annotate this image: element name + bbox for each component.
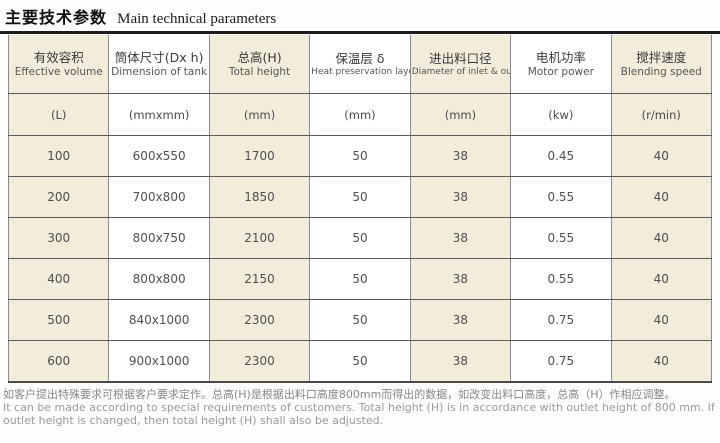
column-header: 电机功率 Motor power bbox=[510, 35, 612, 94]
table-cell: 0.75 bbox=[510, 340, 612, 383]
table-cell: 200 bbox=[8, 176, 110, 218]
table-cell: 38 bbox=[410, 135, 512, 177]
table-cell: 40 bbox=[611, 217, 713, 259]
table-cell: 40 bbox=[611, 135, 713, 177]
footnote: 如客户提出特殊要求可根据客户要求定作。总高(H)是根据出料口高度800mm而得出… bbox=[3, 388, 717, 427]
column-unit: (mm) bbox=[309, 93, 411, 136]
parameters-table: 有效容积 Effective volume 筒体尺寸(Dx h) Dimension … bbox=[8, 35, 713, 383]
table-cell: 40 bbox=[611, 176, 713, 218]
table-cell: 400 bbox=[8, 258, 110, 300]
footnote-en: It can be made according to special requ… bbox=[3, 401, 715, 427]
table-cell: 38 bbox=[410, 258, 512, 300]
column-unit: (r/min) bbox=[611, 93, 713, 136]
table-cell: 600 bbox=[8, 340, 110, 383]
column-unit: (kw) bbox=[510, 93, 612, 136]
page-title: 主要技术参数 Main technical parameters bbox=[0, 0, 720, 31]
table-cell: 600x550 bbox=[108, 135, 210, 177]
table-cell: 2300 bbox=[209, 340, 311, 383]
table-cell: 38 bbox=[410, 217, 512, 259]
table-row: 100 600x550 1700 50 38 0.45 40 bbox=[8, 135, 713, 177]
table-cell: 0.55 bbox=[510, 176, 612, 218]
table-cell: 38 bbox=[410, 340, 512, 383]
table-cell: 50 bbox=[309, 135, 411, 177]
table-cell: 50 bbox=[309, 258, 411, 300]
table-cell: 300 bbox=[8, 217, 110, 259]
table-row: 300 800x750 2100 50 38 0.55 40 bbox=[8, 217, 713, 259]
table-head: 有效容积 Effective volume 筒体尺寸(Dx h) Dimension … bbox=[8, 35, 713, 136]
column-unit: (mmxmm) bbox=[108, 93, 210, 136]
table-cell: 500 bbox=[8, 299, 110, 341]
table-cell: 900x1000 bbox=[108, 340, 210, 383]
column-unit: (L) bbox=[8, 93, 110, 136]
table-cell: 2300 bbox=[209, 299, 311, 341]
table-cell: 0.55 bbox=[510, 258, 612, 300]
table-cell: 0.75 bbox=[510, 299, 612, 341]
table-cell: 1850 bbox=[209, 176, 311, 218]
table-cell: 38 bbox=[410, 299, 512, 341]
table-cell: 50 bbox=[309, 217, 411, 259]
table-row: 500 840x1000 2300 50 38 0.75 40 bbox=[8, 299, 713, 341]
table-row: 600 900x1000 2300 50 38 0.75 40 bbox=[8, 340, 713, 383]
table-cell: 840x1000 bbox=[108, 299, 210, 341]
table-cell: 50 bbox=[309, 299, 411, 341]
title-divider bbox=[0, 31, 720, 34]
column-header: 有效容积 Effective volume bbox=[8, 35, 110, 94]
table-cell: 0.45 bbox=[510, 135, 612, 177]
table-cell: 700x800 bbox=[108, 176, 210, 218]
table-cell: 800x750 bbox=[108, 217, 210, 259]
table-cell: 50 bbox=[309, 340, 411, 383]
table-cell: 100 bbox=[8, 135, 110, 177]
column-header: 保温层 δ Heat preservation layer bbox=[309, 35, 411, 94]
table-cell: 0.55 bbox=[510, 217, 612, 259]
table-cell: 40 bbox=[611, 258, 713, 300]
footnote-zh: 如客户提出特殊要求可根据客户要求定作。总高(H)是根据出料口高度800mm而得出… bbox=[3, 388, 676, 401]
page-title-en: Main technical parameters bbox=[117, 11, 277, 27]
table-cell: 40 bbox=[611, 340, 713, 383]
table-row: 400 800x800 2150 50 38 0.55 40 bbox=[8, 258, 713, 300]
table-body: 100 600x550 1700 50 38 0.45 40 200 700x800 1850 50… bbox=[8, 135, 713, 383]
column-unit: (mm) bbox=[410, 93, 512, 136]
table-row: 200 700x800 1850 50 38 0.55 40 bbox=[8, 176, 713, 218]
column-header: 筒体尺寸(Dx h) Dimension of tank bbox=[108, 35, 210, 94]
page-title-zh: 主要技术参数 bbox=[5, 8, 108, 27]
table-cell: 800x800 bbox=[108, 258, 210, 300]
column-unit: (mm) bbox=[209, 93, 311, 136]
table-cell: 2150 bbox=[209, 258, 311, 300]
table-cell: 38 bbox=[410, 176, 512, 218]
table-cell: 40 bbox=[611, 299, 713, 341]
table-cell: 1700 bbox=[209, 135, 311, 177]
table-cell: 2100 bbox=[209, 217, 311, 259]
table-cell: 50 bbox=[309, 176, 411, 218]
column-header: 总高(H) Total height bbox=[209, 35, 311, 94]
column-header: 搅拌速度 Blending speed bbox=[611, 35, 713, 94]
